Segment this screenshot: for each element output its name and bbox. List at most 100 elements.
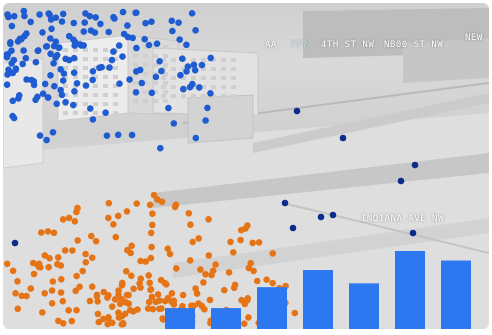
orange-point (231, 281, 239, 289)
orange-point (195, 235, 202, 242)
orange-point (150, 191, 158, 199)
orange-point (200, 279, 207, 286)
ground-plane (3, 113, 489, 329)
orange-point (82, 259, 90, 266)
building-window (113, 66, 118, 70)
blue-point (138, 79, 146, 87)
orange-point (23, 292, 30, 300)
building-window (161, 85, 166, 89)
blue-point (71, 38, 79, 46)
blue-point (124, 22, 131, 29)
blue-point (50, 42, 58, 50)
orange-point (94, 310, 102, 318)
blue-point (106, 64, 113, 71)
blue-point (43, 136, 50, 144)
map-label-aa: AA (265, 40, 277, 50)
blue-point (50, 60, 57, 67)
blue-point (89, 116, 97, 123)
building-window (161, 94, 166, 98)
orange-point (168, 298, 175, 306)
blue-point (329, 211, 337, 219)
blue-point (70, 54, 78, 62)
blue-point (9, 112, 16, 120)
building-window (83, 57, 88, 61)
orange-point (48, 300, 56, 307)
orange-point (206, 296, 214, 304)
orange-point (30, 270, 38, 278)
visualization-frame: AA ??? 4TH ST NW NB00 ST NW NEW INDIANA … (3, 3, 489, 329)
orange-point (197, 266, 204, 273)
blue-point (21, 12, 28, 20)
orange-point (55, 317, 62, 325)
building-window (231, 85, 236, 89)
building-window (201, 94, 206, 98)
orange-point (244, 222, 251, 229)
orange-point (145, 298, 153, 306)
building-window (211, 76, 216, 80)
map-label-new: NEW (465, 33, 483, 43)
blue-point (53, 100, 60, 108)
orange-point (105, 214, 112, 222)
building-window (63, 66, 68, 70)
blue-point (15, 92, 23, 99)
road-line (282, 202, 489, 254)
building-window (153, 45, 158, 49)
blue-point (9, 97, 17, 105)
blue-point (59, 77, 67, 84)
map-label-street-top: 4TH ST NW (321, 40, 375, 50)
orange-point (50, 229, 58, 237)
blue-point (128, 131, 136, 139)
building-window (73, 48, 78, 52)
orange-point (202, 271, 209, 278)
building-window (231, 76, 236, 80)
building-window (113, 93, 118, 97)
building-window (143, 99, 148, 103)
building-window (171, 85, 176, 89)
orange-point (123, 268, 130, 275)
orange-point (118, 312, 126, 320)
overlay-bar (257, 287, 287, 329)
orange-point (45, 263, 52, 271)
orange-point (144, 305, 152, 312)
orange-point (114, 212, 122, 220)
blue-point (409, 229, 417, 237)
blue-point (114, 131, 122, 139)
blue-point (152, 73, 160, 81)
blue-point (3, 53, 11, 61)
blue-point (34, 47, 42, 55)
orange-point (166, 250, 174, 258)
blue-point (145, 41, 153, 49)
orange-point (57, 289, 65, 296)
blue-point (73, 80, 81, 87)
orange-point (147, 286, 155, 293)
building-window (143, 81, 148, 85)
orange-point (245, 314, 252, 321)
building-window (191, 76, 196, 80)
orange-point (125, 300, 133, 308)
blue-point (23, 30, 30, 37)
orange-point (116, 300, 124, 308)
building-window (153, 99, 158, 103)
building-window (221, 58, 226, 62)
blue-point (82, 82, 90, 89)
blue-point (71, 88, 78, 95)
orange-point (65, 214, 73, 222)
building-window (133, 54, 138, 58)
blue-point (170, 120, 178, 127)
orange-point (37, 264, 44, 271)
building-window (161, 58, 166, 62)
building-window (133, 81, 138, 85)
orange-point (72, 287, 79, 295)
orange-point (59, 297, 67, 305)
blue-point (157, 144, 164, 152)
blue-point (65, 32, 73, 40)
orange-point (111, 296, 119, 303)
blue-point (192, 27, 199, 34)
orange-point (186, 257, 194, 264)
building-window (221, 76, 226, 80)
building-window (163, 54, 168, 58)
orange-point (241, 320, 248, 328)
orange-point (88, 232, 95, 240)
blue-point (103, 132, 111, 139)
orange-point (128, 242, 135, 250)
